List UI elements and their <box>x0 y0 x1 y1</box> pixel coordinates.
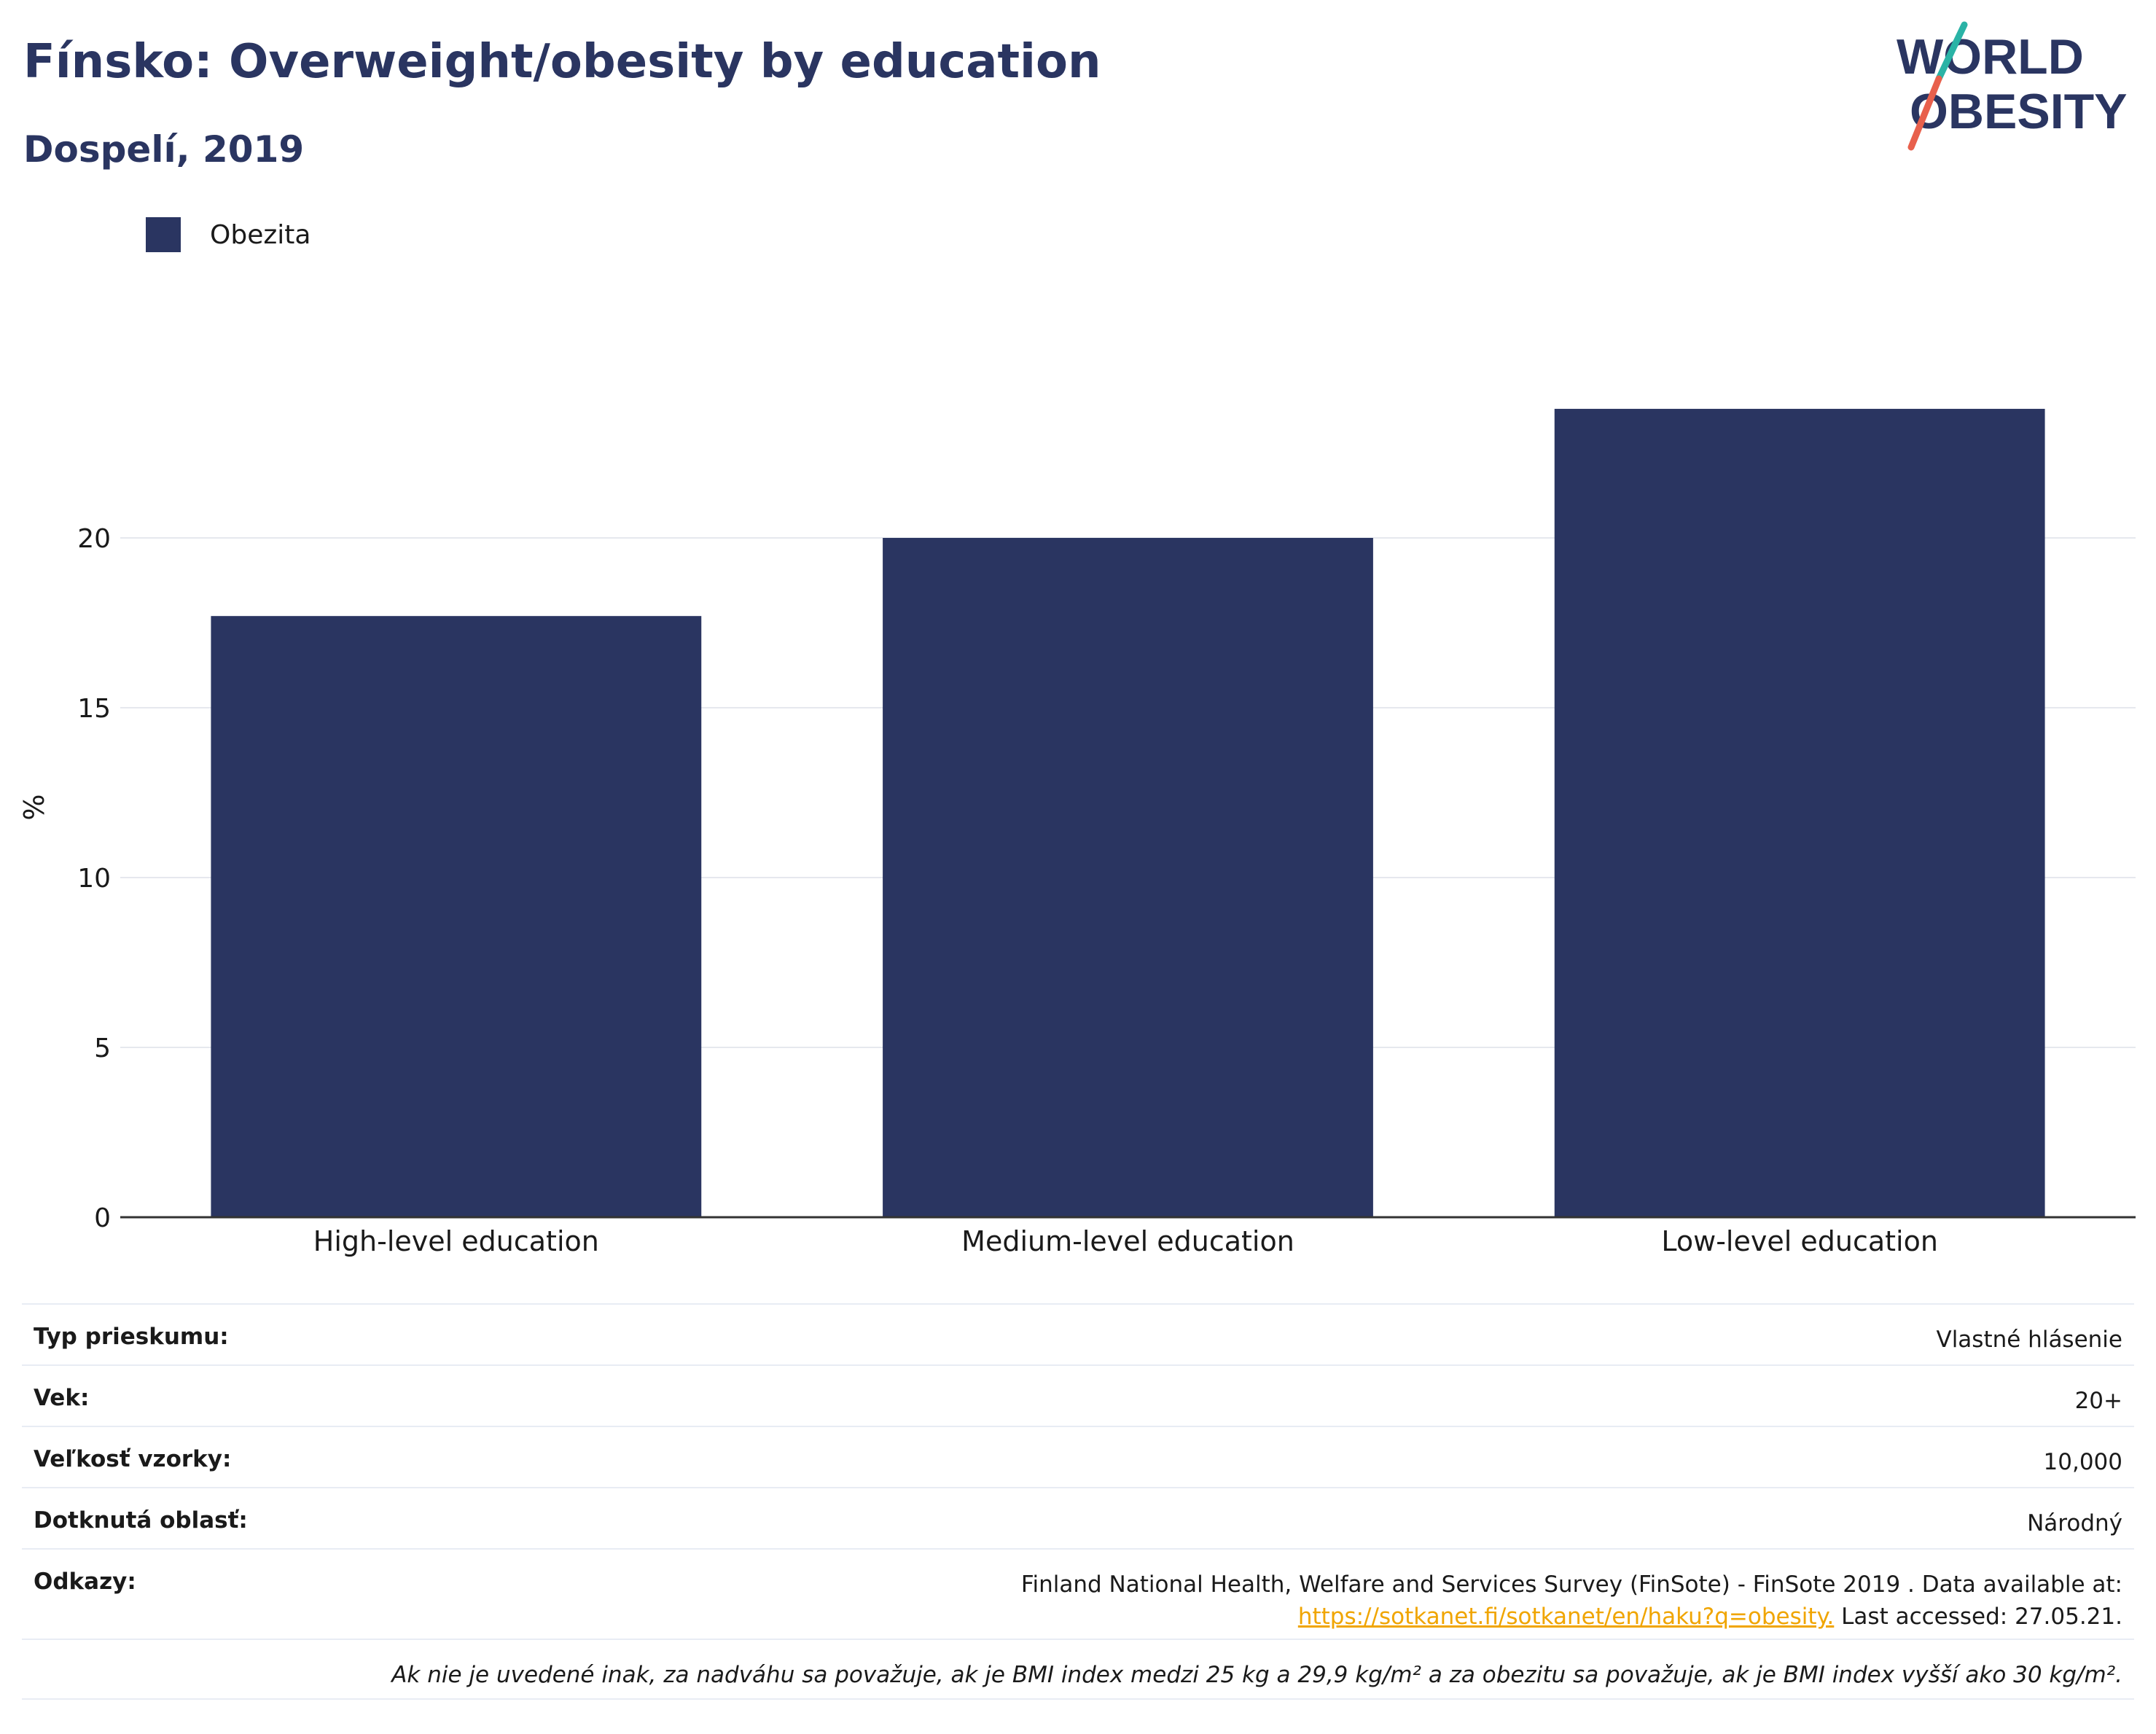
info-row-age: Vek: 20+ <box>22 1364 2134 1426</box>
info-row-survey-type: Typ prieskumu: Vlastné hlásenie <box>22 1303 2134 1364</box>
area-label: Dotknutá oblasť: <box>34 1507 248 1534</box>
bar-chart: 0 5 10 15 20 High-level education Medium-leve… <box>18 408 2136 1257</box>
info-row-note: Ak nie je uvedené inak, za nadváhu sa po… <box>22 1639 2134 1700</box>
y-tick-label: 0 <box>94 1203 111 1233</box>
info-row-area: Dotknutá oblasť: Národný <box>22 1487 2134 1548</box>
bar <box>883 538 1373 1217</box>
survey-info-table: Typ prieskumu: Vlastné hlásenie Vek: 20+… <box>22 1303 2134 1700</box>
bar <box>1554 408 2045 1218</box>
survey-type-label: Typ prieskumu: <box>34 1324 229 1350</box>
y-axis-label: % <box>18 794 50 820</box>
world-obesity-logo: WORLD OBESITY <box>1897 21 2128 151</box>
age-label: Vek: <box>34 1385 90 1411</box>
age-value: 20+ <box>2074 1388 2122 1414</box>
bar <box>211 616 702 1217</box>
logo-slash-top <box>1935 21 1968 82</box>
x-tick-label: Low-level education <box>1661 1225 1938 1257</box>
logo-line1: WORLD <box>1897 29 2084 85</box>
y-tick-label: 5 <box>94 1034 111 1063</box>
x-tick-label: Medium-level education <box>961 1225 1294 1257</box>
references-text: Finland National Health, Welfare and Ser… <box>1020 1571 2122 1598</box>
y-tick-label: 15 <box>77 694 111 724</box>
sample-label: Veľkosť vzorky: <box>34 1446 232 1472</box>
area-value: Národný <box>2027 1510 2122 1536</box>
bmi-note: Ak nie je uvedené inak, za nadváhu sa po… <box>391 1662 2122 1688</box>
references-label: Odkazy: <box>34 1569 136 1595</box>
chart-subtitle: Dospelí, 2019 <box>23 128 305 171</box>
y-tick-label: 20 <box>77 524 111 554</box>
chart-title: Fínsko: Overweight/obesity by education <box>23 35 1101 89</box>
x-axis-ticks: High-level education Medium-level educati… <box>313 1225 1938 1257</box>
legend: Obezita <box>146 217 310 252</box>
sample-value: 10,000 <box>2043 1449 2122 1475</box>
legend-swatch <box>146 217 181 252</box>
bars <box>211 408 2045 1218</box>
references-link[interactable]: https://sotkanet.fi/sotkanet/en/haku?q=o… <box>1297 1604 1835 1630</box>
legend-label: Obezita <box>210 219 311 250</box>
info-row-sample: Veľkosť vzorky: 10,000 <box>22 1426 2134 1487</box>
logo-line2: OBESITY <box>1910 84 2128 139</box>
y-tick-label: 10 <box>77 864 111 894</box>
x-tick-label: High-level education <box>313 1225 599 1257</box>
logo-slash-bottom <box>1907 75 1942 151</box>
references-value: Finland National Health, Welfare and Ser… <box>1021 1569 2122 1633</box>
references-accessed: Last accessed: 27.05.21. <box>1834 1604 2122 1630</box>
y-axis-ticks: 0 5 10 15 20 <box>77 524 111 1233</box>
survey-type-value: Vlastné hlásenie <box>1936 1327 2122 1353</box>
info-row-references: Odkazy: Finland National Health, Welfare… <box>22 1548 2134 1639</box>
